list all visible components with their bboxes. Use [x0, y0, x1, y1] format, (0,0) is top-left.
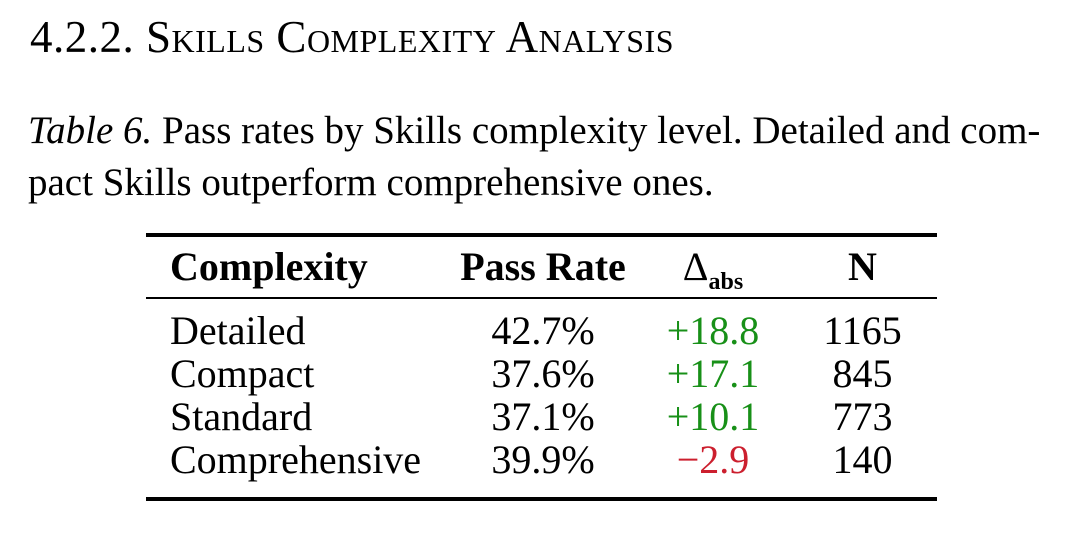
- cell-delta: +18.8: [666, 308, 760, 353]
- cell-n: 845: [832, 351, 893, 396]
- cell-pass-rate: 42.7%: [491, 308, 595, 353]
- table-row: Comprehensive 39.9% −2.9 140: [146, 438, 937, 499]
- header-n: N: [788, 235, 937, 299]
- header-complexity: Complexity: [146, 235, 448, 299]
- table-caption-label: Table 6.: [28, 109, 153, 152]
- header-pass-rate: Pass Rate: [448, 235, 638, 299]
- header-row: Complexity Pass Rate Δabs N: [146, 235, 937, 299]
- table-caption-line1: Pass rates by Skills complexity level. D…: [162, 109, 1041, 152]
- cell-pass-rate: 37.6%: [491, 351, 595, 396]
- cell-delta: −2.9: [676, 437, 750, 482]
- table-caption-line2: pact Skills outperform comprehensive one…: [28, 161, 714, 204]
- table-row: Detailed 42.7% +18.8 1165: [146, 298, 937, 352]
- cell-n: 773: [832, 394, 893, 439]
- cell-complexity: Compact: [170, 351, 315, 396]
- cell-complexity: Detailed: [170, 308, 306, 353]
- cell-n: 1165: [823, 308, 902, 353]
- table-caption: Table 6. Pass rates by Skills complexity…: [28, 105, 1068, 209]
- section-heading: 4.2.2. Skills Complexity Analysis: [30, 12, 675, 62]
- cell-pass-rate: 39.9%: [491, 437, 595, 482]
- delta-subscript: abs: [708, 269, 744, 295]
- cell-complexity: Standard: [170, 394, 313, 439]
- delta-symbol: Δ: [682, 244, 709, 289]
- paper-page: 4.2.2. Skills Complexity Analysis Table …: [0, 14, 1080, 547]
- cell-n: 140: [832, 437, 893, 482]
- table-row: Standard 37.1% +10.1 773: [146, 395, 937, 438]
- results-table-header: Complexity Pass Rate Δabs N: [146, 235, 937, 299]
- cell-complexity: Comprehensive: [170, 437, 422, 482]
- results-table-body: Detailed 42.7% +18.8 1165 Compact 37.6% …: [146, 298, 937, 499]
- cell-delta: +10.1: [666, 394, 760, 439]
- results-table: Complexity Pass Rate Δabs N Detailed 42.…: [146, 233, 937, 501]
- header-delta-abs: Δabs: [638, 235, 788, 299]
- cell-pass-rate: 37.1%: [491, 394, 595, 439]
- table-row: Compact 37.6% +17.1 845: [146, 352, 937, 395]
- cell-delta: +17.1: [666, 351, 760, 396]
